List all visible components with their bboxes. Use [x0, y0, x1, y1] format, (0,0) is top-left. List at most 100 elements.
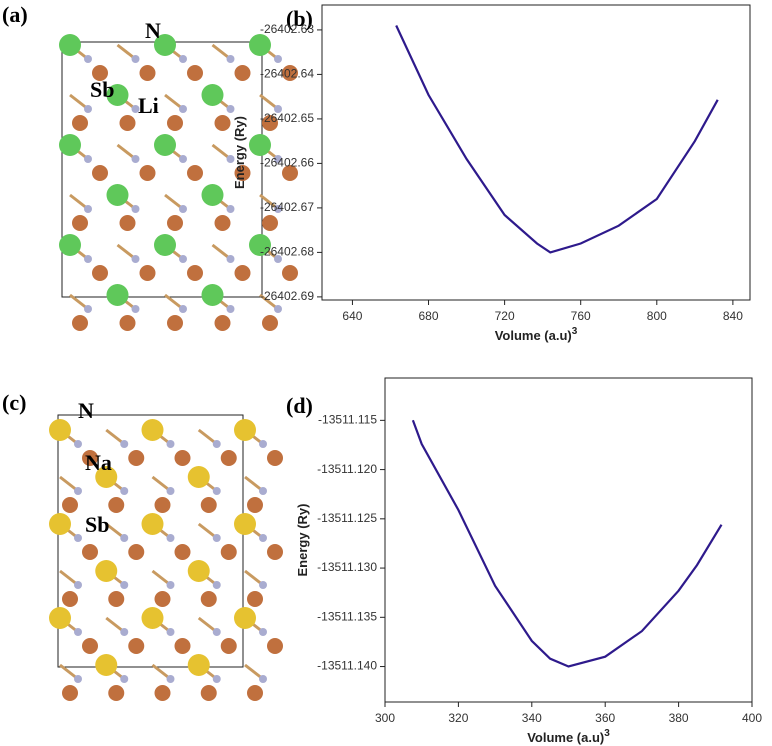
atom-n	[226, 105, 235, 113]
atom-n	[166, 487, 175, 495]
atom-big	[49, 607, 71, 629]
atom-n	[166, 534, 175, 542]
atom-sb	[262, 315, 278, 331]
atom-big	[234, 419, 256, 441]
y-tick-label: -13511.125	[317, 511, 377, 525]
atom-sb	[139, 265, 156, 281]
atom-sb	[187, 65, 203, 81]
atom-sb	[200, 497, 217, 513]
atom-big	[49, 419, 71, 441]
atom-n	[274, 155, 282, 163]
atom-sb	[72, 115, 88, 131]
y-tick-label: -13511.115	[318, 413, 377, 427]
atom-sb	[174, 450, 191, 466]
atom-sb	[62, 497, 78, 513]
atom-label: Na	[85, 450, 112, 475]
y-tick-label: -13511.135	[317, 609, 377, 623]
x-axis-label-text: Volume (a.u)	[527, 730, 604, 745]
atom-big	[59, 34, 81, 56]
atom-n	[74, 534, 82, 542]
atom-sb	[139, 165, 156, 181]
atom-n	[166, 628, 175, 636]
atom-big	[59, 134, 81, 156]
atom-n	[226, 305, 235, 313]
atom-big	[95, 654, 118, 676]
y-tick-label: -26402.67	[260, 200, 314, 214]
atom-sb	[187, 165, 203, 181]
atom-big	[249, 34, 271, 56]
atom-sb	[139, 65, 156, 81]
x-tick-label: 720	[495, 309, 515, 323]
atom-n	[84, 155, 92, 163]
atom-sb	[234, 165, 251, 181]
atom-sb	[267, 450, 283, 466]
atom-big	[187, 654, 210, 676]
atom-n	[212, 440, 221, 448]
atom-sb	[282, 265, 298, 281]
atom-n	[120, 581, 129, 589]
atom-big	[187, 466, 210, 488]
panel-label: (b)	[286, 6, 313, 31]
atom-big	[201, 84, 224, 106]
atom-n	[84, 105, 92, 113]
atom-sb	[62, 591, 78, 607]
x-axis-label-sup: 3	[572, 326, 578, 337]
atom-sb	[220, 544, 237, 560]
panel-label: (a)	[2, 2, 28, 27]
atom-sb	[72, 315, 88, 331]
atom-sb	[267, 544, 283, 560]
atom-big	[95, 466, 118, 488]
atom-n	[179, 105, 187, 113]
y-tick-label: -26402.63	[260, 22, 314, 36]
atom-sb	[220, 638, 237, 654]
y-tick-label: -13511.130	[317, 560, 377, 574]
atom-sb	[200, 591, 217, 607]
atom-big	[234, 513, 256, 535]
atom-sb	[72, 215, 88, 231]
plot-frame	[384, 377, 753, 703]
atom-n	[74, 675, 82, 683]
x-tick-label: 360	[595, 711, 615, 725]
atom-sb	[167, 115, 183, 131]
atom-n	[226, 205, 235, 213]
atom-sb	[187, 265, 203, 281]
x-tick-label: 760	[571, 309, 591, 323]
x-tick-label: 680	[419, 309, 439, 323]
atom-sb	[119, 115, 136, 131]
atom-n	[259, 581, 267, 589]
atom-sb	[282, 65, 298, 81]
atom-label: Sb	[85, 512, 109, 537]
atom-sb	[82, 450, 98, 466]
atom-n	[259, 487, 267, 495]
y-axis-label: Energy (Ry)	[232, 116, 247, 189]
atom-big	[249, 134, 271, 156]
atom-sb	[92, 65, 108, 81]
atom-sb	[154, 591, 171, 607]
atom-label: Sb	[90, 77, 114, 102]
atom-n	[274, 255, 282, 263]
structure-c	[49, 414, 283, 701]
atom-sb	[220, 450, 237, 466]
atom-sb	[247, 685, 263, 701]
atom-n	[259, 440, 267, 448]
atom-n	[120, 440, 129, 448]
atom-n	[212, 581, 221, 589]
atom-n	[226, 255, 235, 263]
atom-n	[120, 534, 129, 542]
atom-sb	[214, 215, 231, 231]
atom-sb	[128, 638, 145, 654]
y-tick-label: -26402.69	[260, 289, 314, 303]
panel-label: (c)	[2, 390, 26, 415]
x-axis-label-sup: 3	[604, 728, 610, 739]
atom-sb	[200, 685, 217, 701]
atom-n	[84, 55, 92, 63]
atom-big	[106, 284, 129, 306]
y-tick-label: -13511.140	[317, 659, 377, 673]
atom-sb	[62, 685, 78, 701]
atom-n	[274, 55, 282, 63]
atom-n	[120, 675, 129, 683]
atom-sb	[247, 497, 263, 513]
atom-sb	[108, 685, 125, 701]
data-line	[395, 25, 719, 254]
atom-n	[179, 155, 187, 163]
